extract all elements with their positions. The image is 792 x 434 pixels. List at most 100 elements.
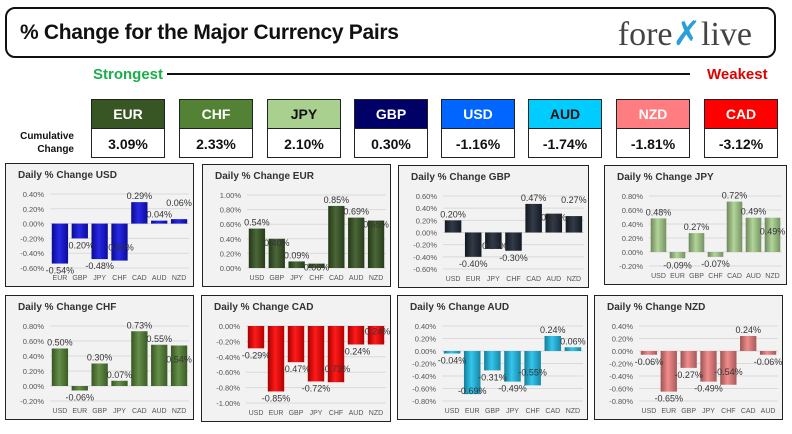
y-tick-label: 0.20%	[612, 335, 634, 344]
x-tick-label: JPY	[506, 408, 519, 415]
x-tick-label: EUR	[670, 273, 685, 280]
data-label: 0.50%	[47, 338, 73, 348]
bar-aud	[348, 217, 365, 268]
currency-tile-gbp: GBP 0.30%	[354, 99, 428, 158]
bar-chf	[505, 232, 522, 251]
y-tick-label: -0.80%	[609, 397, 633, 406]
bar-aud	[745, 217, 762, 252]
chart-gbp: Daily % Change GBP -0.60% -0.40% -0.20% 0.00…	[398, 165, 589, 288]
x-tick-label: GBP	[92, 408, 107, 415]
bar-eur	[71, 386, 88, 391]
y-tick-label: 0.40%	[612, 322, 634, 331]
y-tick-label: -0.80%	[412, 397, 436, 406]
chart-usd: Daily % Change USD -0.60% -0.40% -0.20% 0.00…	[5, 163, 194, 287]
data-label: 0.40%	[264, 238, 290, 248]
x-tick-label: AUD	[152, 408, 167, 415]
bar-gbp	[287, 326, 305, 363]
title-box: % Change for the Major Currency Pairs fo…	[5, 7, 776, 58]
chart-title: Daily % Change AUD	[410, 302, 510, 313]
tile-cumulative-value: -1.74%	[529, 128, 601, 159]
bar-usd	[247, 326, 265, 349]
weakest-label: Weakest	[707, 66, 768, 83]
bar-gbp	[484, 351, 501, 371]
chart-plot: -0.80% -0.60% -0.40% -0.20% 0.00% 0.20% 0.40% U…	[609, 322, 782, 415]
x-tick-label: EUR	[465, 408, 480, 415]
bar-chf	[111, 223, 128, 261]
bar-cad	[726, 201, 743, 252]
bar-usd	[640, 351, 658, 355]
y-tick-label: 0.00%	[416, 229, 438, 238]
bar-jpy	[111, 380, 128, 386]
bar-usd	[650, 218, 667, 252]
currency-tile-aud: AUD -1.74%	[528, 99, 602, 158]
bar-usd	[443, 351, 461, 354]
data-label: 0.54%	[244, 218, 270, 228]
tile-currency: GBP	[355, 100, 427, 128]
y-tick-label: -0.40%	[412, 372, 436, 381]
x-tick-label: CAD	[132, 275, 147, 282]
bar-cad	[131, 202, 148, 224]
chart-plot: -1.00% -0.80% -0.60% -0.40% -0.20% 0.00% USD EU…	[216, 322, 390, 417]
x-tick-label: EUR	[269, 410, 284, 417]
bar-aud	[759, 351, 777, 355]
data-label: -0.54%	[46, 266, 75, 276]
y-tick-label: -0.60%	[609, 385, 633, 394]
tile-currency: CHF	[180, 100, 252, 128]
chart-eur: Daily % Change EUR 0.00% 0.20% 0.40% 0.60% 0.…	[202, 164, 391, 287]
y-tick-label: 0.20%	[23, 205, 45, 214]
x-tick-label: CHF	[506, 276, 520, 283]
data-label: 0.49%	[760, 227, 786, 237]
x-tick-label: EUR	[53, 275, 68, 282]
x-tick-label: AUD	[152, 275, 167, 282]
y-tick-label: -0.20%	[216, 337, 240, 346]
data-label: 0.65%	[363, 220, 389, 230]
chart-chf: Daily % Change CHF -0.20% 0.00% 0.20% 0.40% 0…	[5, 295, 194, 420]
tile-cumulative-value: 2.33%	[180, 128, 252, 159]
y-tick-label: 0.00%	[220, 264, 242, 273]
tile-currency: USD	[442, 100, 514, 128]
x-tick-label: JPY	[290, 275, 303, 282]
y-tick-label: 0.00%	[23, 382, 45, 391]
x-tick-label: CAD	[741, 408, 756, 415]
x-tick-label: AUD	[349, 410, 364, 417]
data-label: -0.06%	[66, 393, 95, 403]
bar-jpy	[700, 351, 717, 382]
x-tick-label: JPY	[487, 276, 500, 283]
chart-plot: -0.60% -0.40% -0.20% 0.00% 0.20% 0.40% EUR GBP J…	[20, 190, 192, 282]
x-tick-label: JPY	[310, 410, 323, 417]
x-tick-label: EUR	[72, 408, 87, 415]
bar-nzd	[170, 345, 188, 386]
bar-aud	[151, 220, 168, 224]
currency-tile-cad: CAD -3.12%	[704, 99, 778, 158]
data-label: -0.48%	[85, 261, 114, 271]
x-tick-label: NZD	[567, 276, 581, 283]
bar-chf	[327, 326, 345, 383]
data-label: 0.31%	[541, 213, 567, 223]
bar-nzd	[564, 347, 582, 351]
x-tick-label: GBP	[289, 410, 304, 417]
bar-chf	[308, 263, 325, 268]
currency-tile-eur: EUR 3.09%	[91, 99, 165, 158]
tile-cumulative-value: 3.09%	[92, 128, 164, 159]
y-tick-label: 0.00%	[219, 322, 241, 331]
x-tick-label: NZD	[172, 408, 186, 415]
chart-aud: Daily % Change AUD -0.80% -0.60% -0.40% -0.2…	[397, 295, 588, 420]
bar-gbp	[268, 238, 285, 268]
y-tick-label: 0.40%	[23, 352, 45, 361]
y-tick-label: 0.40%	[220, 235, 242, 244]
y-tick-label: 0.40%	[416, 204, 438, 213]
data-label: -0.30%	[499, 253, 528, 263]
data-label: -0.27%	[479, 241, 508, 251]
data-label: -0.85%	[262, 393, 291, 403]
data-label: 0.27%	[684, 222, 710, 232]
chart-plot: -0.60%-0.40%-0.20%0.00%0.20%0.40%0.60%US…	[413, 192, 586, 283]
bar-nzd	[170, 219, 188, 224]
x-tick-label: CAD	[329, 275, 344, 282]
data-label: -0.55%	[518, 367, 547, 377]
data-label: -0.49%	[694, 384, 723, 394]
chart-cad: Daily % Change CAD -1.00% -0.80% -0.60% -0.4…	[201, 295, 391, 422]
data-label: 0.06%	[166, 198, 192, 208]
data-label: -0.73%	[322, 364, 351, 374]
bar-eur	[267, 326, 285, 392]
chart-title: Daily % Change CAD	[214, 302, 314, 313]
